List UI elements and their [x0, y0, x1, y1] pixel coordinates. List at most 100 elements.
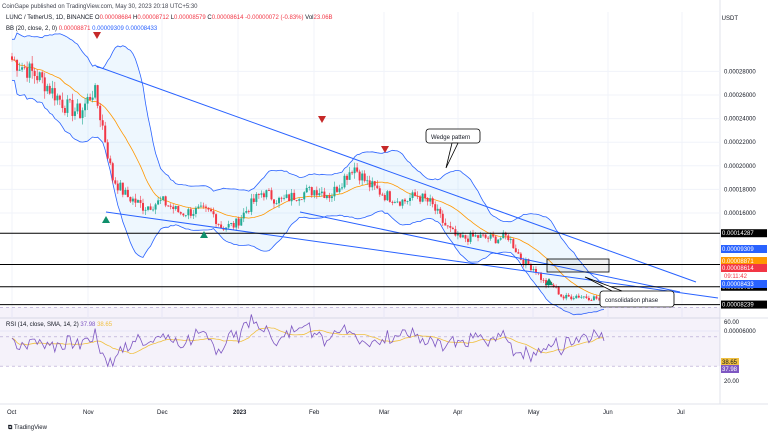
candle-body — [451, 227, 454, 230]
countdown-label: 09:11:42 — [724, 274, 748, 280]
rsi-badge-label: 38.65 — [722, 360, 738, 366]
candle-body — [111, 163, 114, 181]
candle-body — [363, 173, 366, 181]
candle-body — [270, 190, 273, 200]
candle-body — [16, 59, 19, 71]
candle-body — [293, 192, 296, 201]
candle-body — [295, 200, 298, 201]
candle-body — [557, 286, 560, 295]
candle-body — [177, 206, 180, 213]
candle-body — [532, 268, 535, 271]
candle-body — [582, 296, 585, 298]
candle-body — [403, 199, 406, 202]
candle-body — [116, 183, 119, 191]
rsi-value: 37.98 — [80, 322, 96, 328]
candle-body — [41, 72, 44, 78]
candle-body — [141, 202, 144, 211]
candle-body — [232, 222, 235, 228]
candle-body — [227, 223, 230, 228]
candle-body — [159, 199, 162, 201]
candle-body — [477, 235, 480, 238]
candle-body — [272, 199, 275, 204]
candle-body — [597, 298, 600, 300]
candle-body — [562, 296, 565, 299]
candle-body — [204, 206, 207, 208]
candle-body — [260, 193, 263, 195]
rsi-sma-value: 38.65 — [97, 322, 113, 328]
candle-body — [577, 295, 580, 298]
candle-body — [391, 201, 394, 203]
candle-body — [167, 205, 170, 207]
candle-body — [353, 167, 356, 174]
candle-body — [38, 72, 41, 81]
time-tick-label: May — [528, 410, 539, 416]
candle-body — [13, 59, 16, 61]
candle-body — [472, 232, 475, 237]
candle-body — [358, 171, 361, 181]
candle-body — [280, 197, 283, 199]
time-tick-label: Jun — [603, 410, 613, 416]
candle-body — [529, 264, 532, 271]
currency-label: USDT — [721, 16, 738, 22]
candle-body — [592, 296, 595, 301]
price-tick-label: 0.00028000 — [724, 69, 756, 75]
candle-body — [192, 213, 195, 216]
candle-body — [466, 238, 469, 242]
candle-body — [474, 235, 477, 237]
candle-body — [487, 237, 490, 239]
candle-body — [439, 208, 442, 214]
candle-body — [114, 180, 117, 184]
candle-body — [152, 209, 155, 211]
candle-body — [51, 88, 54, 94]
rsi-tick-label: 20.00 — [724, 379, 740, 385]
candle-body — [164, 196, 167, 206]
candle-body — [94, 85, 97, 98]
candle-body — [429, 198, 432, 202]
candle-body — [454, 229, 457, 236]
candle-body — [393, 202, 396, 204]
candle-body — [162, 196, 165, 200]
candle-body — [104, 125, 107, 143]
price-tick-label: 0.00024000 — [724, 117, 756, 123]
candle-body — [424, 193, 427, 199]
candle-body — [199, 205, 202, 207]
level-badge-label: 0.00014287 — [722, 231, 754, 237]
candle-body — [441, 213, 444, 223]
candle-body — [149, 206, 152, 210]
candle-body — [386, 191, 389, 201]
candle-body — [421, 193, 424, 202]
candle-body — [245, 211, 248, 213]
time-tick-label: 2023 — [233, 410, 247, 416]
candle-body — [414, 192, 417, 196]
bb-basis-line — [11, 59, 605, 298]
down-arrow-icon — [381, 146, 389, 153]
candle-body — [124, 189, 127, 195]
price-badge — [721, 264, 767, 272]
candle-body — [283, 197, 286, 199]
candle-body — [517, 252, 520, 254]
time-tick-label: Dec — [157, 410, 168, 416]
candle-body — [376, 185, 379, 189]
candle-body — [255, 194, 258, 202]
candle-body — [298, 199, 301, 201]
candle-body — [36, 76, 39, 81]
candle-body — [89, 97, 92, 100]
candle-body — [497, 239, 500, 244]
wedge-callout-pointer — [445, 142, 459, 169]
candle-body — [459, 233, 462, 238]
candle-body — [28, 63, 31, 78]
time-tick-label: Apr — [453, 410, 462, 416]
candle-body — [542, 279, 545, 281]
candle-body — [23, 67, 26, 69]
footer-brand: TradingView — [13, 425, 47, 431]
consolidation-callout-box — [599, 290, 675, 308]
candle-body — [119, 182, 122, 191]
price-tick-label: 0.00018000 — [724, 187, 756, 193]
price-badge — [721, 245, 767, 253]
candle-body — [545, 280, 548, 286]
consolidation-box — [546, 258, 610, 273]
candle-body — [91, 97, 94, 100]
candle-body — [567, 294, 570, 297]
candle-body — [308, 187, 311, 188]
